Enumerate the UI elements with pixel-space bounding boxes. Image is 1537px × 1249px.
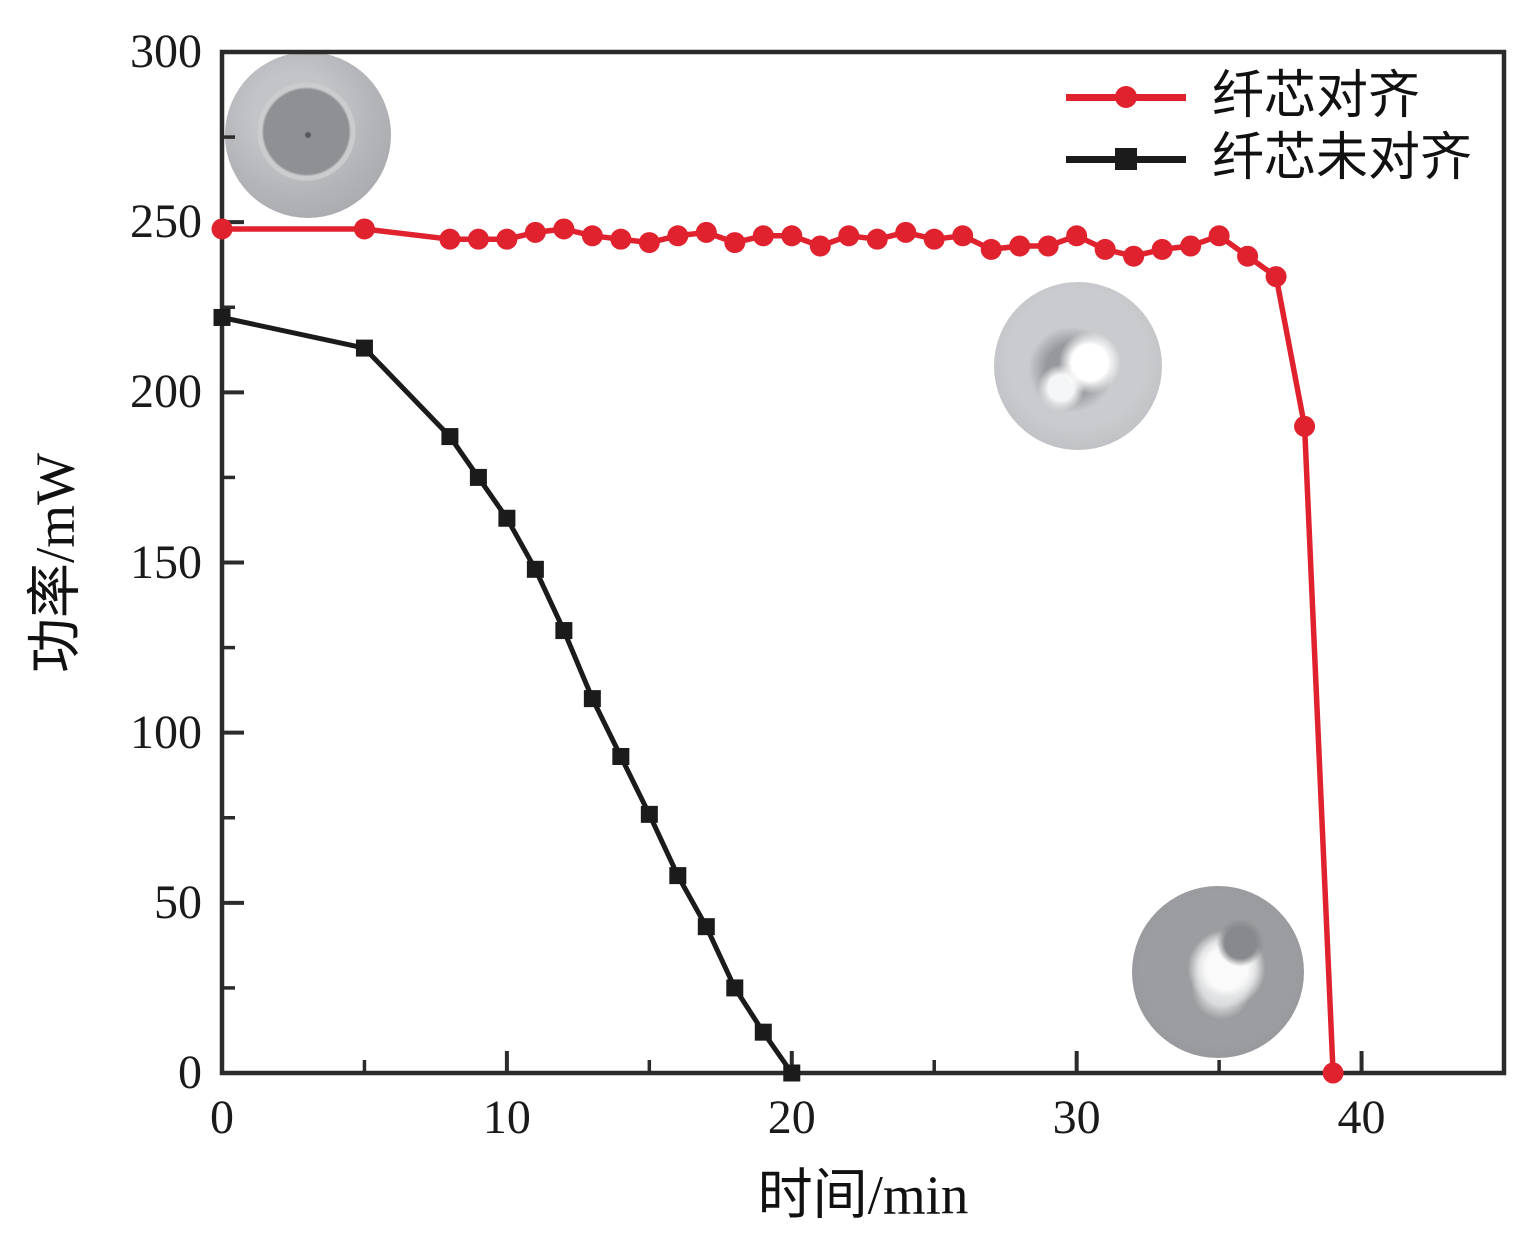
data-point-circle bbox=[781, 225, 803, 247]
data-point-circle bbox=[1151, 238, 1173, 260]
data-point-circle bbox=[610, 228, 632, 250]
y-tick-label: 150 bbox=[130, 535, 202, 589]
data-point-square bbox=[526, 560, 544, 578]
legend-square-marker-icon bbox=[1115, 148, 1137, 170]
data-point-circle bbox=[638, 232, 660, 254]
y-tick-label: 250 bbox=[130, 195, 202, 249]
data-point-circle bbox=[695, 221, 717, 243]
data-point-circle bbox=[809, 235, 831, 257]
x-tick-label: 20 bbox=[767, 1091, 816, 1144]
fiber-endface-image-1 bbox=[225, 52, 391, 218]
data-point-circle bbox=[1180, 235, 1202, 257]
x-tick-label: 0 bbox=[210, 1091, 234, 1144]
legend: 纤芯对齐 纤芯未对齐 bbox=[1066, 66, 1472, 190]
data-point-circle bbox=[1066, 225, 1088, 247]
series-line-纤芯对齐 bbox=[219, 226, 1336, 1076]
data-point-circle bbox=[211, 218, 233, 240]
legend-label-misaligned: 纤芯未对齐 bbox=[1212, 130, 1473, 187]
fiber-endface-image-4 bbox=[1132, 886, 1304, 1058]
data-point-square bbox=[583, 690, 601, 708]
y-tick-label: 50 bbox=[154, 875, 202, 929]
series-line-纤芯未对齐 bbox=[219, 315, 795, 1076]
data-point-circle bbox=[439, 228, 461, 250]
legend-item-aligned: 纤芯对齐 bbox=[1066, 66, 1472, 128]
data-point-square bbox=[754, 1023, 772, 1041]
x-tick-label: 30 bbox=[1052, 1091, 1101, 1144]
data-point-circle bbox=[1037, 235, 1059, 257]
fiber-endface-image-3 bbox=[994, 282, 1162, 450]
data-point-circle bbox=[1123, 245, 1145, 267]
x-tick-label: 40 bbox=[1337, 1091, 1386, 1144]
data-point-square bbox=[469, 468, 487, 486]
data-point-circle bbox=[667, 225, 689, 247]
y-tick-label: 100 bbox=[130, 705, 202, 759]
data-point-circle bbox=[524, 221, 546, 243]
data-point-square bbox=[612, 747, 630, 765]
data-point-circle bbox=[838, 225, 860, 247]
x-tick-label: 10 bbox=[482, 1091, 531, 1144]
y-tick-label: 0 bbox=[178, 1046, 202, 1099]
data-point-circle bbox=[895, 221, 917, 243]
data-point-circle bbox=[866, 228, 888, 250]
y-tick-label: 300 bbox=[130, 25, 202, 78]
legend-circle-marker-icon bbox=[1115, 86, 1137, 108]
data-point-square bbox=[441, 428, 459, 446]
y-axis-label: 功率/mW bbox=[24, 453, 86, 673]
data-point-circle bbox=[1294, 415, 1316, 437]
data-point-square bbox=[498, 509, 516, 527]
data-point-square bbox=[669, 867, 687, 885]
data-point-square bbox=[726, 979, 744, 997]
data-point-circle bbox=[980, 238, 1002, 260]
legend-label-aligned: 纤芯对齐 bbox=[1212, 68, 1421, 125]
data-point-circle bbox=[581, 225, 603, 247]
data-point-circle bbox=[1237, 245, 1259, 267]
data-point-circle bbox=[923, 228, 945, 250]
data-point-square bbox=[213, 308, 231, 326]
legend-item-misaligned: 纤芯未对齐 bbox=[1066, 128, 1472, 190]
data-point-circle bbox=[952, 225, 974, 247]
data-point-circle bbox=[1009, 235, 1031, 257]
data-point-square bbox=[640, 805, 658, 823]
x-axis-label: 时间/min bbox=[757, 1164, 969, 1226]
legend-swatch-red-line-circle bbox=[1066, 84, 1186, 110]
legend-swatch-black-line-square bbox=[1066, 146, 1186, 172]
data-point-circle bbox=[496, 228, 518, 250]
data-point-circle bbox=[467, 228, 489, 250]
data-point-circle bbox=[1265, 266, 1287, 288]
data-point-circle bbox=[553, 218, 575, 240]
data-point-square bbox=[355, 339, 373, 357]
data-point-square bbox=[555, 622, 573, 640]
data-point-circle bbox=[1094, 238, 1116, 260]
data-point-circle bbox=[353, 218, 375, 240]
data-point-circle bbox=[1208, 225, 1230, 247]
y-tick-label: 200 bbox=[130, 365, 202, 419]
data-point-circle bbox=[1322, 1062, 1344, 1084]
data-point-circle bbox=[752, 225, 774, 247]
data-point-circle bbox=[724, 232, 746, 254]
data-point-square bbox=[783, 1064, 801, 1082]
data-point-square bbox=[697, 918, 715, 936]
